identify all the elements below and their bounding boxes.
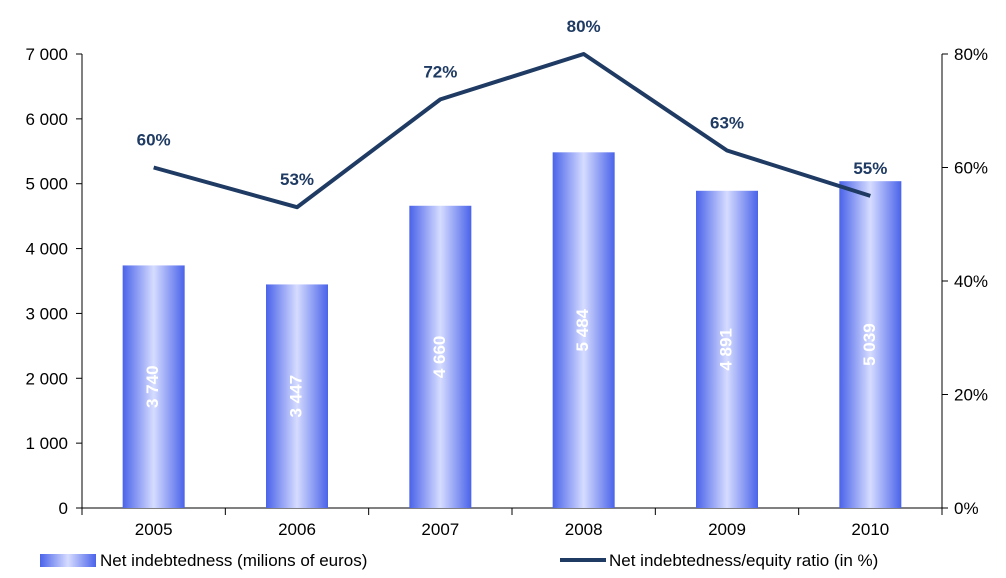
x-tick-label: 2009 bbox=[708, 520, 746, 539]
bar-data-label: 5 039 bbox=[860, 323, 879, 366]
bar-series: 3 740 3 447 4 660 5 484 4 891 5 039 bbox=[122, 152, 902, 509]
left-tick-label: 4 000 bbox=[25, 240, 68, 259]
right-tick-label: 80% bbox=[954, 45, 988, 64]
ratio-line bbox=[153, 52, 871, 210]
left-tick-label: 0 bbox=[59, 499, 68, 518]
right-tick-label: 20% bbox=[954, 386, 988, 405]
right-tick-label: 0% bbox=[954, 499, 979, 518]
line-data-label: 53% bbox=[280, 170, 314, 189]
x-tick-label: 2005 bbox=[135, 520, 173, 539]
line-data-label: 80% bbox=[567, 17, 601, 36]
bar-data-label: 5 484 bbox=[573, 308, 592, 351]
left-tick-label: 7 000 bbox=[25, 45, 68, 64]
line-data-label: 60% bbox=[137, 131, 171, 150]
left-tick-label: 1 000 bbox=[25, 434, 68, 453]
x-axis: 2005 2006 2007 2008 2009 2010 bbox=[81, 507, 943, 539]
bar-data-label: 4 660 bbox=[430, 336, 449, 379]
legend-bar-swatch bbox=[40, 554, 96, 567]
bar bbox=[409, 205, 472, 508]
x-tick-label: 2007 bbox=[421, 520, 459, 539]
bar-data-label: 3 740 bbox=[143, 365, 162, 408]
x-tick-label: 2006 bbox=[278, 520, 316, 539]
right-axis: 0% 20% 40% 60% 80% bbox=[941, 45, 988, 518]
legend-bar-label: Net indebtedness (milions of euros) bbox=[100, 551, 367, 570]
bar-data-label: 4 891 bbox=[716, 328, 735, 371]
left-tick-label: 3 000 bbox=[25, 304, 68, 323]
right-tick-label: 40% bbox=[954, 272, 988, 291]
left-tick-label: 2 000 bbox=[25, 369, 68, 388]
bar bbox=[266, 284, 328, 508]
legend-line-label: Net indebtedness/equity ratio (in %) bbox=[609, 551, 878, 570]
bar bbox=[122, 265, 185, 508]
bar bbox=[552, 152, 615, 508]
bar bbox=[696, 190, 758, 509]
left-tick-label: 6 000 bbox=[25, 110, 68, 129]
line-data-label: 55% bbox=[853, 159, 887, 178]
bar bbox=[839, 181, 902, 508]
line-series: 60% 53% 72% 80% 63% 55% bbox=[137, 17, 887, 210]
left-tick-label: 5 000 bbox=[25, 175, 68, 194]
x-tick-label: 2010 bbox=[851, 520, 889, 539]
line-data-label: 72% bbox=[423, 62, 457, 81]
legend: Net indebtedness (milions of euros) Net i… bbox=[40, 551, 878, 570]
left-axis: 0 1 000 2 000 3 000 4 000 5 000 6 000 7 000 bbox=[25, 45, 83, 518]
right-tick-label: 60% bbox=[954, 159, 988, 178]
x-tick-label: 2008 bbox=[565, 520, 603, 539]
bar-data-label: 3 447 bbox=[286, 375, 305, 418]
line-data-label: 63% bbox=[710, 113, 744, 132]
